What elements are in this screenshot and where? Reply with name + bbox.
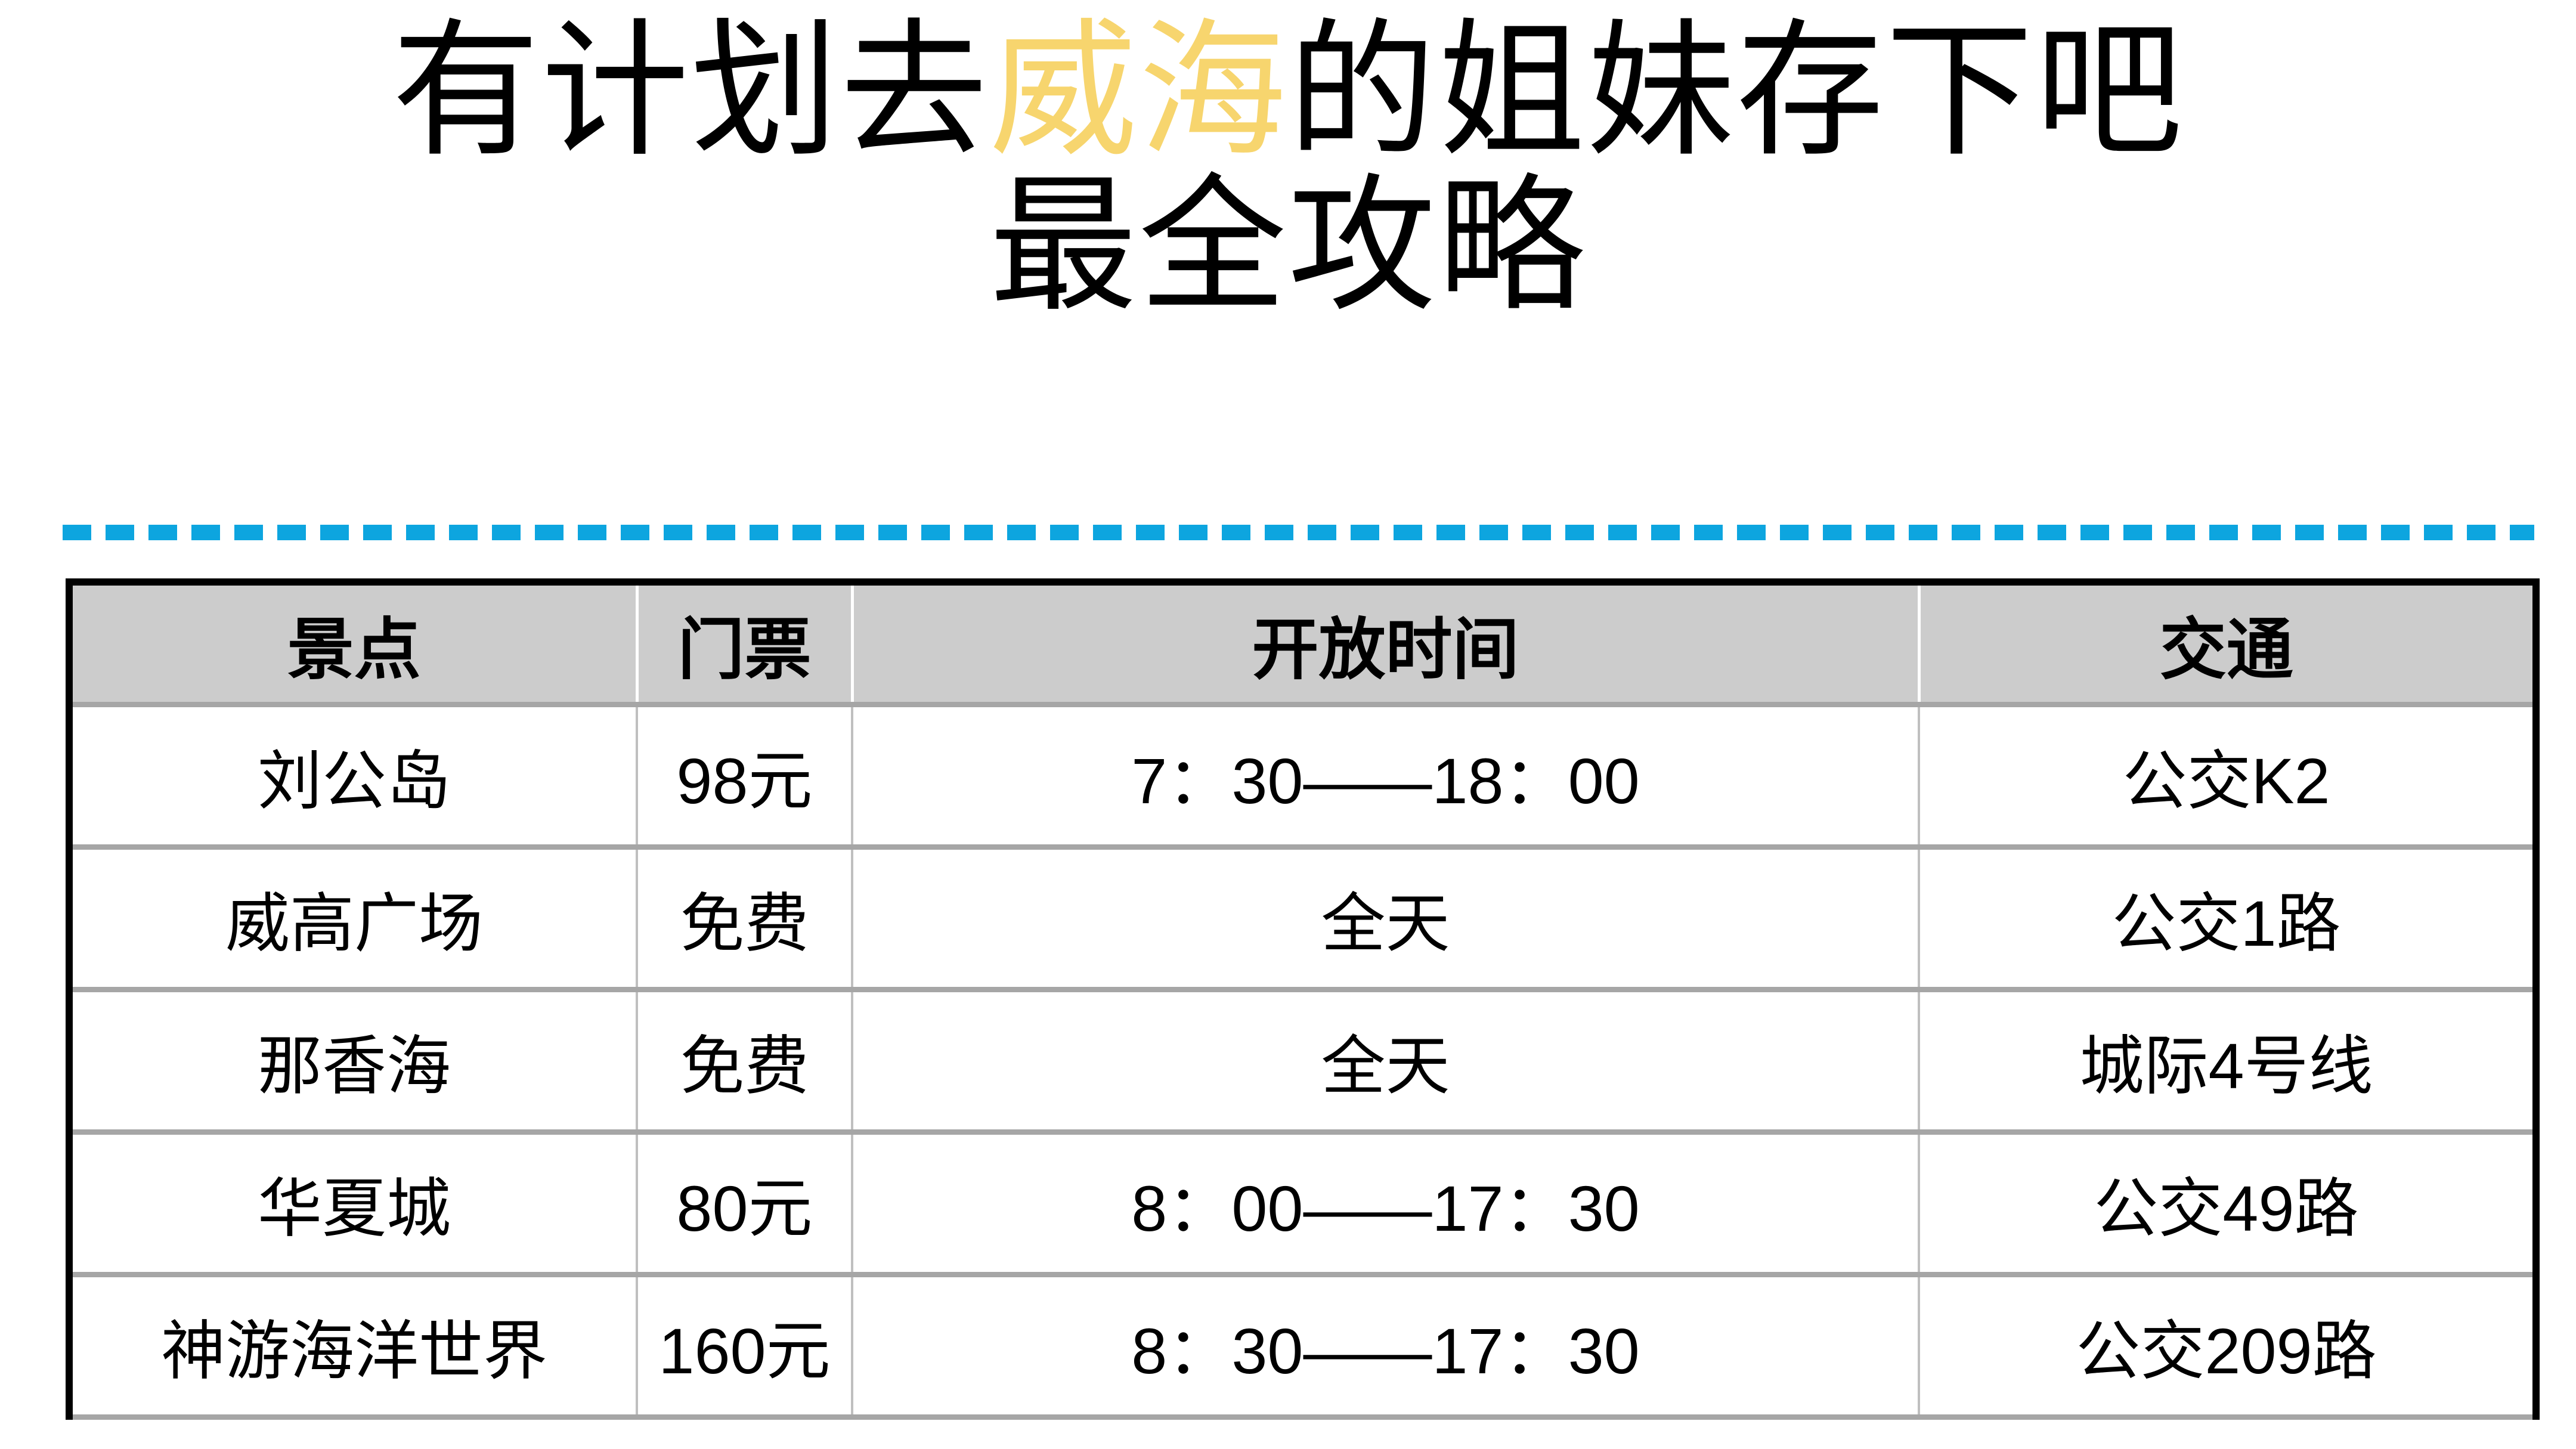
cell-price: 98元 bbox=[636, 704, 853, 850]
table-body: 刘公岛 98元 7：30——18：00 公交K2 威高广场 免费 全天 公交1路… bbox=[66, 704, 2540, 1420]
cell-spot: 那香海 bbox=[66, 989, 638, 1135]
table-row: 华夏城 80元 8：00——17：30 公交49路 bbox=[66, 1132, 2540, 1277]
cell-hours: 8：00——17：30 bbox=[851, 1132, 1920, 1277]
table-header: 景点 门票 开放时间 交通 bbox=[66, 578, 2540, 707]
title-prefix: 有计划去 bbox=[392, 8, 990, 174]
table-row: 神游海洋世界 160元 8：30——17：30 公交209路 bbox=[66, 1274, 2540, 1420]
attractions-table: 景点 门票 开放时间 交通 刘公岛 98元 7：30——18：00 公交K2 威… bbox=[66, 578, 2540, 1420]
title-line-1: 有计划去威海的姐妹存下吧 bbox=[0, 13, 2576, 168]
dashed-divider bbox=[0, 525, 2576, 543]
col-header-spot: 景点 bbox=[66, 578, 639, 707]
poster-title: 有计划去威海的姐妹存下吧 最全攻略 bbox=[0, 0, 2576, 324]
cell-hours: 全天 bbox=[851, 989, 1920, 1135]
col-header-price: 门票 bbox=[635, 578, 854, 707]
title-suffix: 的姐妹存下吧 bbox=[1288, 8, 2184, 174]
table-row: 刘公岛 98元 7：30——18：00 公交K2 bbox=[66, 704, 2540, 850]
table-row: 威高广场 免费 全天 公交1路 bbox=[66, 847, 2540, 992]
title-highlight-weihai: 威海 bbox=[989, 8, 1288, 174]
cell-transport: 公交K2 bbox=[1918, 704, 2540, 850]
dashed-divider-line bbox=[63, 525, 2534, 540]
cell-price: 80元 bbox=[636, 1132, 853, 1277]
cell-price: 免费 bbox=[636, 989, 853, 1135]
attractions-table-wrap: 景点 门票 开放时间 交通 刘公岛 98元 7：30——18：00 公交K2 威… bbox=[66, 578, 2540, 1420]
table-row: 那香海 免费 全天 城际4号线 bbox=[66, 989, 2540, 1135]
cell-transport: 公交1路 bbox=[1918, 847, 2540, 992]
cell-price: 免费 bbox=[636, 847, 853, 992]
cell-price: 160元 bbox=[636, 1274, 853, 1420]
cell-spot: 刘公岛 bbox=[66, 704, 638, 850]
table-header-row: 景点 门票 开放时间 交通 bbox=[66, 578, 2540, 707]
cell-transport: 公交49路 bbox=[1918, 1132, 2540, 1277]
cell-hours: 全天 bbox=[851, 847, 1920, 992]
cell-spot: 威高广场 bbox=[66, 847, 638, 992]
title-line-2: 最全攻略 bbox=[989, 163, 1587, 329]
cell-transport: 城际4号线 bbox=[1918, 989, 2540, 1135]
cell-spot: 华夏城 bbox=[66, 1132, 638, 1277]
cell-hours: 8：30——17：30 bbox=[851, 1274, 1920, 1420]
cell-hours: 7：30——18：00 bbox=[851, 704, 1920, 850]
col-header-hours: 开放时间 bbox=[850, 578, 1921, 707]
col-header-transport: 交通 bbox=[1917, 578, 2540, 707]
cell-spot: 神游海洋世界 bbox=[66, 1274, 638, 1420]
cell-transport: 公交209路 bbox=[1918, 1274, 2540, 1420]
